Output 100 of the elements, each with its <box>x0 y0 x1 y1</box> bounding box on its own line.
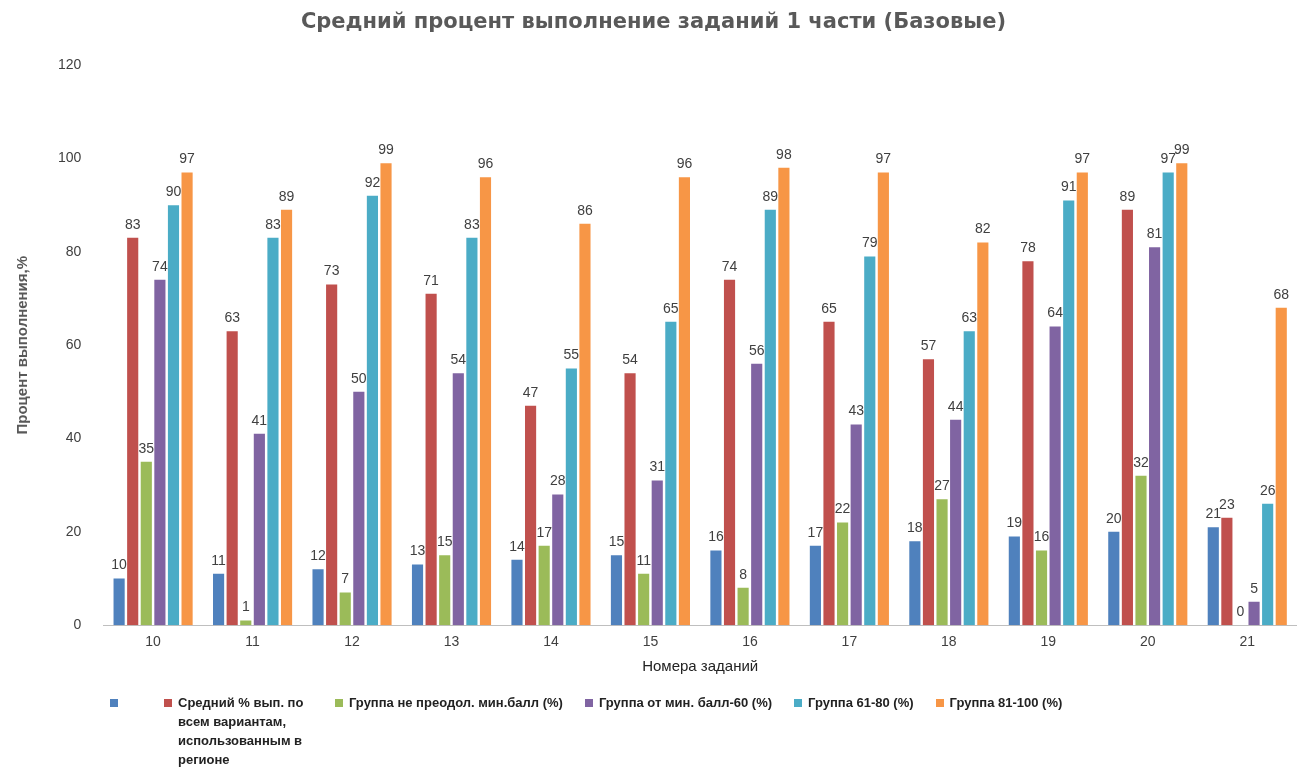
data-label: 7 <box>341 570 350 587</box>
data-label: 15 <box>608 533 625 550</box>
data-label: 10 <box>111 556 128 573</box>
bar <box>280 209 293 626</box>
bar <box>850 424 862 626</box>
data-label: 83 <box>265 215 281 232</box>
bar <box>678 177 690 626</box>
x-tick-label: 20 <box>1140 633 1156 650</box>
data-label: 44 <box>947 397 964 414</box>
bar <box>213 573 225 626</box>
bar <box>479 177 492 626</box>
bar <box>411 564 424 626</box>
x-tick-label: 17 <box>841 633 858 650</box>
data-label: 43 <box>848 402 865 419</box>
legend-label: Группа не преодол. мин.балл (%) <box>349 694 563 712</box>
data-label: 73 <box>323 262 340 279</box>
bar <box>127 237 139 626</box>
bar <box>610 555 623 626</box>
bar <box>651 480 663 626</box>
data-label: 15 <box>436 533 453 550</box>
x-tick-label: 13 <box>443 633 460 650</box>
data-label: 57 <box>920 337 937 354</box>
data-label: 55 <box>563 346 580 363</box>
bar <box>253 433 265 626</box>
bar <box>511 559 523 626</box>
bar <box>181 172 193 626</box>
data-label: 86 <box>577 201 593 218</box>
data-label: 81 <box>1146 225 1163 242</box>
bar <box>1221 517 1233 626</box>
data-label: 22 <box>834 500 851 517</box>
data-label: 68 <box>1273 285 1290 302</box>
bar <box>723 279 736 626</box>
bar <box>1049 326 1061 626</box>
data-label: 63 <box>224 309 241 326</box>
x-tick-label: 11 <box>245 633 261 650</box>
bar <box>1149 247 1161 626</box>
data-label: 71 <box>423 271 440 288</box>
y-tick-label: 120 <box>58 56 82 73</box>
bar <box>466 237 478 626</box>
bar <box>267 237 279 626</box>
x-tick-label: 21 <box>1239 633 1256 650</box>
data-label: 11 <box>636 551 652 568</box>
y-tick-label: 80 <box>65 242 82 259</box>
bar <box>665 321 677 626</box>
data-label: 0 <box>1236 603 1245 620</box>
bar <box>565 368 577 626</box>
chart-title: Средний процент выполнение заданий 1 части (Базовые) <box>300 9 1007 34</box>
data-label: 27 <box>934 477 951 494</box>
x-tick-label: 18 <box>941 633 957 650</box>
data-label: 47 <box>522 383 539 400</box>
bar <box>864 256 876 626</box>
data-label: 11 <box>211 551 227 568</box>
data-label: 56 <box>748 341 765 358</box>
legend-label: Группа от мин. балл-60 (%) <box>598 694 773 712</box>
x-tick-label: 15 <box>642 633 659 650</box>
data-label: 54 <box>450 351 467 368</box>
data-label: 65 <box>821 299 837 316</box>
bar <box>950 419 962 626</box>
data-label: 16 <box>708 528 724 545</box>
bar <box>552 494 564 626</box>
data-label: 97 <box>179 150 196 167</box>
data-label: 14 <box>509 537 525 554</box>
data-label: 91 <box>1060 178 1077 195</box>
x-tick-label: 14 <box>543 633 559 650</box>
bar <box>624 373 636 626</box>
legend-label: Группа 81-100 (%) <box>949 694 1063 712</box>
data-label: 96 <box>676 155 693 172</box>
y-tick-label: 40 <box>65 429 82 446</box>
data-label: 96 <box>477 155 494 172</box>
data-label: 18 <box>907 519 923 536</box>
y-tick-label: 0 <box>73 616 82 633</box>
bar <box>837 522 849 626</box>
data-label: 64 <box>1047 304 1064 321</box>
bar <box>154 279 166 626</box>
bar <box>638 573 650 626</box>
bar <box>1162 172 1174 626</box>
bar <box>1076 172 1088 626</box>
legend-label: Средний % вып. по всем вариантам, использованным в регионе <box>178 694 305 769</box>
data-label: 99 <box>378 141 395 158</box>
data-label: 74 <box>152 257 168 274</box>
data-label: 17 <box>807 523 824 540</box>
bar <box>1008 536 1020 626</box>
bar <box>1176 163 1188 626</box>
data-label: 19 <box>1006 514 1023 531</box>
data-label: 89 <box>278 187 295 204</box>
data-label: 82 <box>975 220 991 237</box>
bar <box>1108 531 1120 626</box>
data-label: 16 <box>1033 528 1050 545</box>
bar <box>809 545 821 626</box>
bar <box>1135 475 1147 626</box>
data-label: 83 <box>464 215 480 232</box>
data-label: 65 <box>663 299 679 316</box>
bar <box>439 555 451 626</box>
data-label: 32 <box>1133 453 1149 470</box>
bar <box>425 293 437 626</box>
bar <box>877 172 889 626</box>
data-label: 13 <box>409 542 426 559</box>
x-tick-label: 19 <box>1040 633 1057 650</box>
data-label: 1 <box>241 598 250 615</box>
bar <box>366 195 378 626</box>
